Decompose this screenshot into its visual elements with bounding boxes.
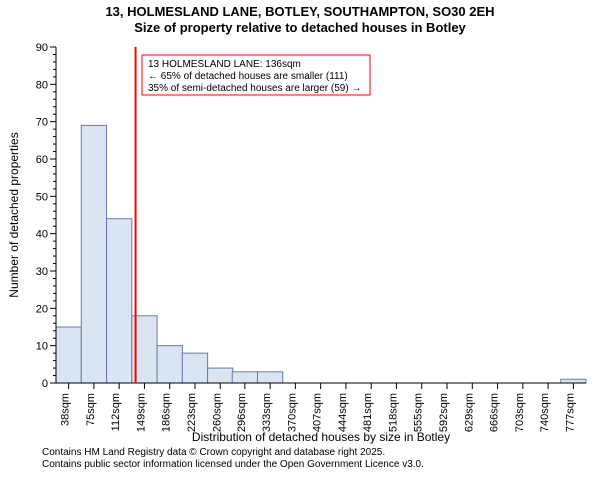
annotation-line: 35% of semi-detached houses are larger (…	[148, 83, 361, 94]
y-tick-label: 90	[36, 42, 48, 54]
x-tick-label: 407sqm	[312, 393, 324, 432]
x-tick-label: 333sqm	[261, 393, 273, 432]
bar	[81, 125, 106, 383]
x-tick-label: 223sqm	[186, 393, 198, 432]
x-tick-label: 149sqm	[135, 393, 147, 432]
y-tick-label: 30	[36, 266, 48, 278]
bar	[56, 327, 81, 383]
x-axis-label: Distribution of detached houses by size …	[192, 430, 450, 444]
bar	[561, 379, 586, 383]
annotation-line: 13 HOLMESLAND LANE: 136sqm	[148, 59, 301, 70]
chart-container: 0 10 20 30 40 50 60 70 80 90 Number of detached pr…	[0, 37, 600, 447]
x-tick-label: 629sqm	[463, 393, 475, 432]
y-tick-label: 80	[36, 79, 48, 91]
x-tick-label: 740sqm	[539, 393, 551, 432]
y-tick-label: 0	[42, 378, 48, 390]
bar	[182, 353, 207, 383]
x-tick-label: 555sqm	[413, 393, 425, 432]
y-tick-label: 40	[36, 228, 48, 240]
chart-title-line1: 13, HOLMESLAND LANE, BOTLEY, SOUTHAMPTON…	[0, 4, 600, 20]
x-tick-label: 518sqm	[387, 393, 399, 432]
chart-title-block: 13, HOLMESLAND LANE, BOTLEY, SOUTHAMPTON…	[0, 0, 600, 37]
x-tick-label: 444sqm	[337, 393, 349, 432]
x-tick-label: 112sqm	[110, 393, 122, 431]
x-tick-label: 75sqm	[85, 393, 97, 426]
x-tick-label: 186sqm	[161, 393, 173, 432]
bar	[107, 218, 132, 382]
x-tick-label: 38sqm	[60, 393, 72, 426]
x-tick-label: 481sqm	[362, 393, 374, 432]
y-tick-label: 50	[36, 191, 48, 203]
x-tick-label: 296sqm	[236, 393, 248, 432]
x-tick-label: 703sqm	[514, 393, 526, 432]
x-tick-label: 666sqm	[489, 393, 501, 432]
footer-block: Contains HM Land Registry data © Crown c…	[0, 447, 600, 472]
x-tick-label: 260sqm	[211, 393, 223, 432]
bar	[257, 371, 282, 382]
y-tick-label: 20	[36, 303, 48, 315]
y-tick-label: 60	[36, 154, 48, 166]
bar	[157, 345, 182, 382]
annotation-line: ← 65% of detached houses are smaller (11…	[148, 71, 348, 82]
footer-line2: Contains public sector information licen…	[42, 459, 600, 472]
x-tick-label: 592sqm	[438, 393, 450, 432]
x-tick-label: 777sqm	[564, 393, 576, 432]
y-tick-label: 70	[36, 116, 48, 128]
footer-line1: Contains HM Land Registry data © Crown c…	[42, 447, 600, 460]
y-tick-label: 10	[36, 340, 48, 352]
x-tick-label: 370sqm	[286, 393, 298, 432]
chart-title-line2: Size of property relative to detached ho…	[0, 20, 600, 36]
histogram-chart: 0 10 20 30 40 50 60 70 80 90 Number of detached pr…	[0, 37, 600, 447]
y-axis-label: Number of detached properties	[7, 132, 21, 297]
bar	[232, 371, 257, 382]
bar	[208, 368, 233, 383]
